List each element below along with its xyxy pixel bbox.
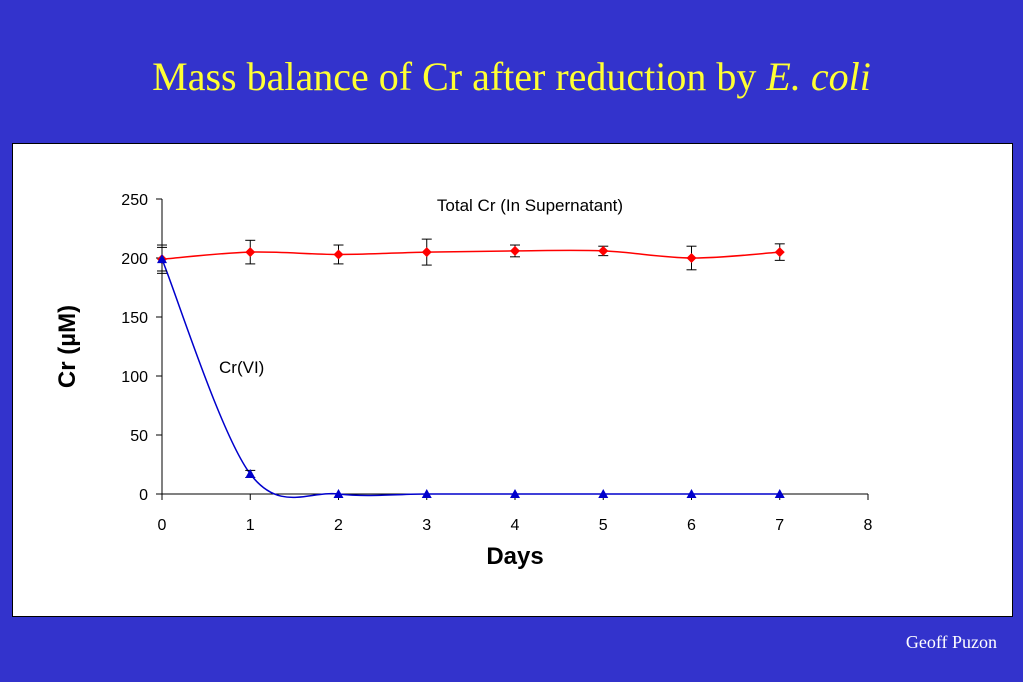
data-point-diamond — [333, 249, 344, 260]
x-tick-label: 1 — [246, 517, 255, 534]
data-point-diamond — [774, 247, 785, 258]
y-tick-label: 0 — [139, 487, 148, 504]
x-tick-label: 8 — [864, 517, 873, 534]
y-tick-label: 50 — [130, 428, 148, 445]
x-tick-label: 2 — [334, 517, 343, 534]
data-point-diamond — [421, 247, 432, 258]
data-point-diamond — [510, 245, 520, 256]
y-tick-label: 100 — [121, 369, 148, 386]
data-point-triangle — [421, 489, 432, 498]
data-point-triangle — [686, 489, 697, 498]
series-line — [161, 258, 780, 499]
x-tick-label: 7 — [775, 517, 784, 534]
x-tick-label: 6 — [687, 517, 696, 534]
data-point-triangle — [333, 489, 344, 498]
series-line — [161, 249, 780, 260]
data-point-diamond — [598, 245, 609, 256]
x-tick-label: 3 — [422, 517, 431, 534]
data-point-diamond — [245, 247, 256, 258]
annotation-total-cr: Total Cr (In Supernatant) — [437, 196, 623, 215]
data-point-diamond — [686, 253, 697, 263]
y-tick-label: 250 — [121, 192, 148, 209]
annotation-crvi: Cr(VI) — [219, 358, 264, 377]
data-point-triangle — [510, 489, 520, 498]
slide-title: Mass balance of Cr after reduction by E.… — [0, 52, 1023, 102]
chart: 0 50 100 150 200 250 0 1 2 3 4 5 6 7 8 Days Cr (µM) Total… — [54, 192, 873, 570]
slide-title-italic: E. coli — [766, 54, 871, 99]
slide-title-text: Mass balance of Cr after reduction by — [152, 54, 767, 99]
x-tick-label: 5 — [599, 517, 608, 534]
y-tick-label: 150 — [121, 310, 148, 327]
data-point-triangle — [598, 489, 609, 498]
data-point-triangle — [774, 489, 785, 498]
data-point-triangle — [245, 468, 256, 478]
y-axis-label: Cr (µM) — [54, 305, 81, 388]
y-tick-label: 200 — [121, 251, 148, 268]
footer-credit: Geoff Puzon — [905, 632, 997, 652]
x-tick-label: 0 — [158, 517, 167, 534]
x-tick-label: 4 — [511, 517, 520, 534]
data-point-triangle — [157, 254, 167, 264]
chart-panel: 0 50 100 150 200 250 0 1 2 3 4 5 6 7 8 Days Cr (µM) Total… — [12, 143, 1013, 617]
x-axis-label: Days — [486, 543, 543, 570]
